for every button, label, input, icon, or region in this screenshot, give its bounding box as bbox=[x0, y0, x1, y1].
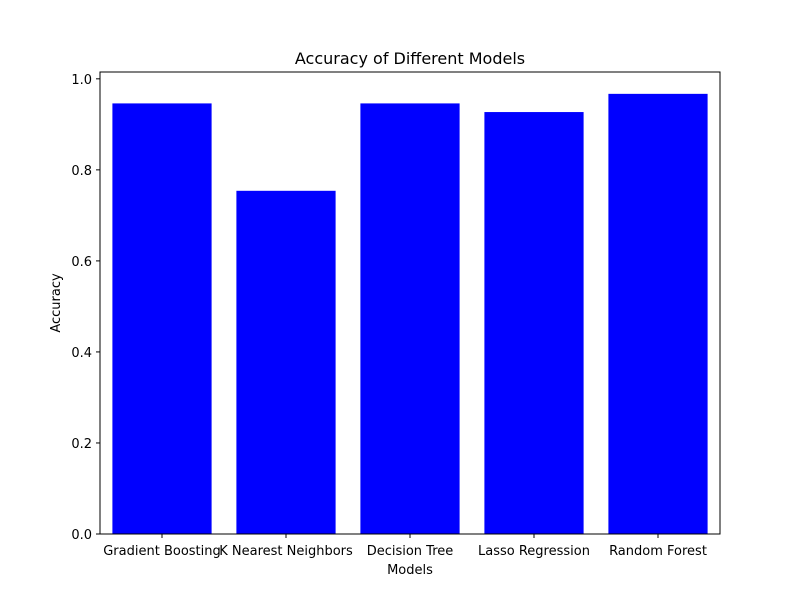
x-tick-label: Gradient Boosting bbox=[103, 544, 221, 559]
y-tick-label: 0.0 bbox=[71, 528, 92, 543]
y-tick-label: 0.2 bbox=[71, 437, 92, 452]
bar bbox=[608, 93, 708, 535]
y-tick-label: 0.8 bbox=[71, 164, 92, 179]
bars-group bbox=[112, 93, 708, 535]
plot-frame bbox=[99, 71, 721, 535]
bar bbox=[484, 112, 584, 534]
bar bbox=[360, 103, 460, 535]
x-tick-label: Lasso Regression bbox=[478, 544, 590, 559]
y-axis-label: Accuracy bbox=[49, 273, 64, 333]
y-axis: 0.0 0.2 0.4 0.6 0.8 1.0 bbox=[71, 73, 100, 543]
bar bbox=[112, 103, 212, 535]
y-tick-label: 0.4 bbox=[71, 346, 92, 361]
x-tick-label: K Nearest Neighbors bbox=[219, 544, 353, 559]
x-tick-label: Random Forest bbox=[609, 544, 707, 559]
chart-title: Accuracy of Different Models bbox=[295, 49, 525, 68]
x-axis-label: Models bbox=[387, 563, 433, 578]
bar bbox=[236, 190, 336, 535]
x-tick-label: Decision Tree bbox=[367, 544, 454, 559]
y-tick-label: 0.6 bbox=[71, 255, 92, 270]
y-tick-label: 1.0 bbox=[71, 73, 92, 88]
